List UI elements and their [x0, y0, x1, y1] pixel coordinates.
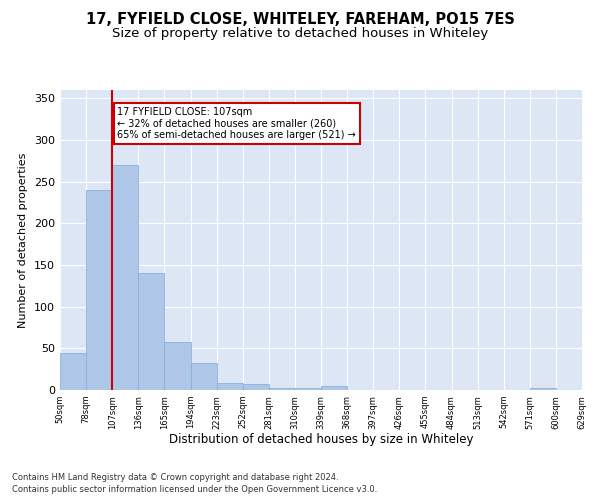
- Y-axis label: Number of detached properties: Number of detached properties: [19, 152, 28, 328]
- Bar: [530, 388, 556, 390]
- Text: Contains HM Land Registry data © Crown copyright and database right 2024.: Contains HM Land Registry data © Crown c…: [12, 472, 338, 482]
- Text: 17 FYFIELD CLOSE: 107sqm
← 32% of detached houses are smaller (260)
65% of semi-: 17 FYFIELD CLOSE: 107sqm ← 32% of detach…: [118, 106, 356, 140]
- Bar: [242, 384, 269, 390]
- Bar: [269, 388, 295, 390]
- Bar: [86, 190, 112, 390]
- Bar: [217, 382, 243, 390]
- Text: 17, FYFIELD CLOSE, WHITELEY, FAREHAM, PO15 7ES: 17, FYFIELD CLOSE, WHITELEY, FAREHAM, PO…: [86, 12, 514, 28]
- Bar: [60, 352, 86, 390]
- Bar: [139, 274, 164, 390]
- Bar: [164, 342, 191, 390]
- Bar: [321, 386, 347, 390]
- Text: Distribution of detached houses by size in Whiteley: Distribution of detached houses by size …: [169, 432, 473, 446]
- Bar: [191, 362, 217, 390]
- Text: Contains public sector information licensed under the Open Government Licence v3: Contains public sector information licen…: [12, 485, 377, 494]
- Bar: [295, 388, 321, 390]
- Text: Size of property relative to detached houses in Whiteley: Size of property relative to detached ho…: [112, 28, 488, 40]
- Bar: [112, 165, 139, 390]
